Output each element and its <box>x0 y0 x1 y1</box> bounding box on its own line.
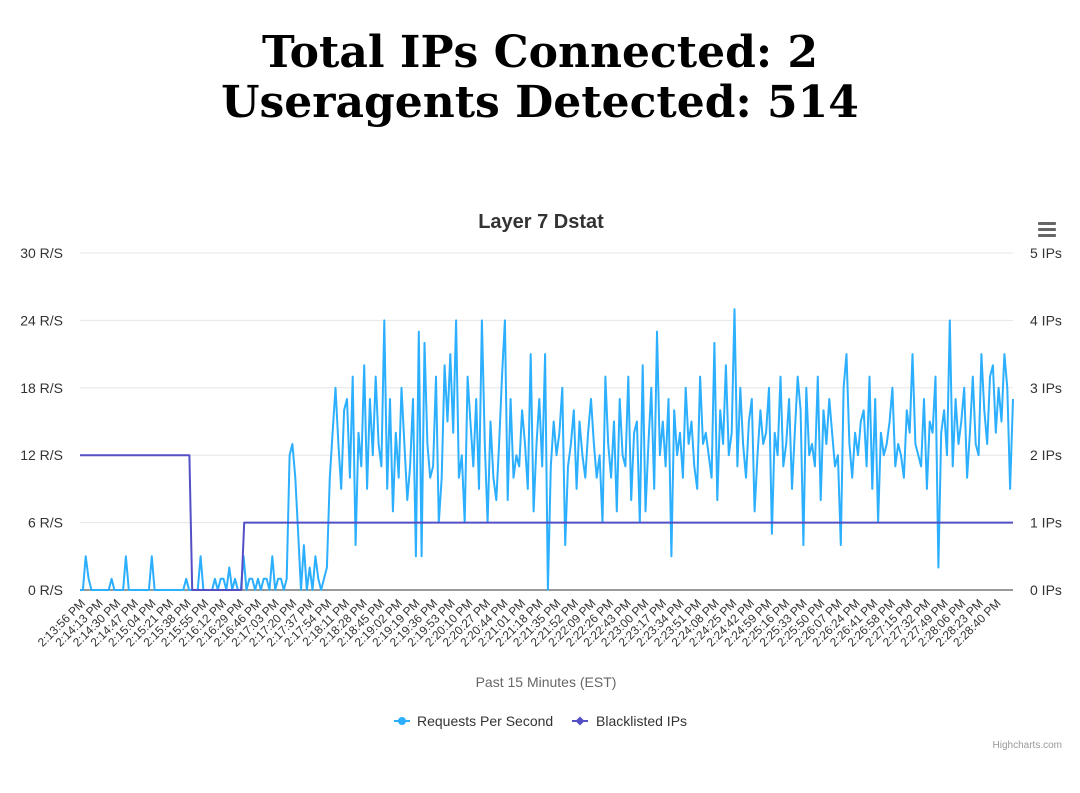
left-tick-label: 0 R/S <box>28 582 63 598</box>
series-layer <box>80 308 1014 591</box>
chart-title: Layer 7 Dstat <box>478 211 604 233</box>
left-tick-label: 18 R/S <box>20 380 63 396</box>
left-tick-label: 24 R/S <box>20 312 63 328</box>
series-line-blacklisted-ips[interactable] <box>80 454 1013 591</box>
right-tick-label: 1 IPs <box>1030 515 1062 531</box>
hamburger-menu-icon[interactable] <box>1034 218 1060 240</box>
x-axis-title: Past 15 Minutes (EST) <box>476 674 617 690</box>
x-axis-labels: 2:13:56 PM2:14:13 PM2:14:30 PM2:14:47 PM… <box>35 596 1004 649</box>
credits-link[interactable]: Highcharts.com <box>993 740 1062 751</box>
left-axis-labels: 0 R/S 6 R/S 12 R/S 18 R/S 24 R/S 30 R/S <box>20 245 63 598</box>
right-tick-label: 5 IPs <box>1030 245 1062 261</box>
legend: Requests Per Second Blacklisted IPs <box>394 713 687 729</box>
page-header: Total IPs Connected: 2 Useragents Detect… <box>0 28 1080 128</box>
series-line-requests-per-second[interactable] <box>80 308 1014 591</box>
left-tick-label: 30 R/S <box>20 245 63 261</box>
right-tick-label: 2 IPs <box>1030 447 1062 463</box>
right-tick-label: 0 IPs <box>1030 582 1062 598</box>
left-tick-label: 6 R/S <box>28 515 63 531</box>
legend-label: Blacklisted IPs <box>596 713 687 729</box>
legend-circle-marker <box>398 717 406 725</box>
total-ips-heading: Total IPs Connected: 2 <box>261 27 819 78</box>
right-tick-label: 3 IPs <box>1030 380 1062 396</box>
useragents-heading: Useragents Detected: 514 <box>221 77 859 128</box>
legend-label: Requests Per Second <box>417 713 553 729</box>
right-axis-labels: 0 IPs 1 IPs 2 IPs 3 IPs 4 IPs 5 IPs <box>1030 245 1062 598</box>
legend-item-blacklisted-ips[interactable]: Blacklisted IPs <box>572 713 687 729</box>
left-tick-label: 12 R/S <box>20 447 63 463</box>
legend-diamond-marker <box>575 716 585 726</box>
right-tick-label: 4 IPs <box>1030 312 1062 328</box>
legend-item-requests-per-second[interactable]: Requests Per Second <box>394 713 553 729</box>
